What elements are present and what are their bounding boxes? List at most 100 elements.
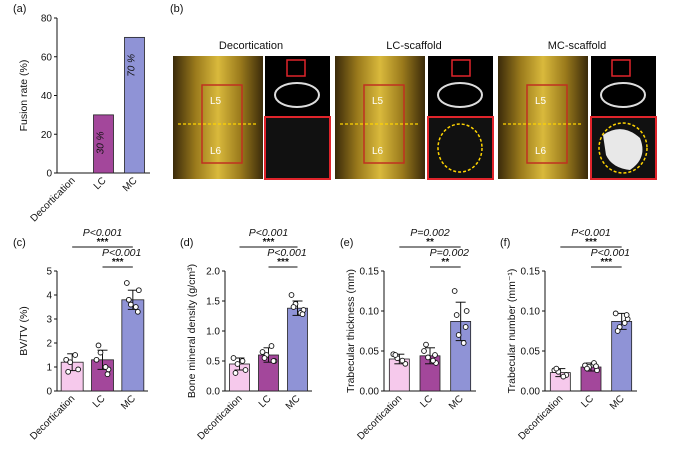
y-axis-label: Fusion rate (%) — [18, 60, 30, 132]
data-point — [290, 304, 297, 310]
data-point — [623, 312, 630, 318]
data-point — [127, 301, 134, 308]
y-axis-label: BV/TV (%) — [18, 306, 30, 356]
bar-mc — [287, 307, 308, 392]
significance-stars: ** — [426, 237, 434, 248]
significance-stars: *** — [263, 237, 275, 248]
bar-lc — [93, 114, 114, 174]
data-point — [242, 367, 249, 373]
x-tick-label: LC — [579, 393, 596, 410]
vertebra-label-l5: L5 — [372, 96, 384, 107]
x-tick-label: Decortication — [355, 393, 404, 442]
data-point — [270, 358, 277, 364]
data-point — [432, 352, 438, 358]
data-point — [102, 364, 109, 370]
data-point — [423, 341, 429, 348]
fusion-roi-l5-l6 — [201, 84, 243, 164]
data-point — [261, 355, 268, 361]
y-tick-label: 0.0 — [206, 387, 220, 398]
bar-mc — [611, 320, 633, 392]
data-point — [614, 328, 621, 334]
y-tick-label: 0.10 — [360, 307, 380, 318]
x-tick-label: LC — [257, 393, 274, 410]
y-tick-label: 0.15 — [521, 267, 541, 278]
y-tick-label: 2.0 — [206, 267, 220, 278]
p-value-label: P<0.001 — [571, 227, 610, 239]
data-point — [421, 348, 427, 354]
x-tick-label: MC — [447, 393, 466, 412]
bar-value-label: 70 % — [127, 54, 138, 77]
p-value-label: P<0.001 — [83, 227, 122, 239]
data-point — [75, 366, 82, 373]
panel-label-d: (d) — [180, 237, 193, 249]
data-point — [63, 356, 70, 363]
data-point — [134, 308, 141, 315]
y-tick-label: 0 — [46, 169, 52, 180]
y-tick-label: 40 — [41, 91, 53, 102]
data-point — [93, 356, 100, 363]
significance-stars: *** — [600, 257, 612, 268]
data-point — [239, 358, 246, 364]
y-tick-label: 1 — [46, 363, 52, 374]
data-point — [299, 311, 306, 318]
data-point — [451, 288, 458, 294]
y-tick-label: 0.5 — [206, 357, 220, 368]
column-title-mc-scaffold: MC-scaffold — [548, 40, 606, 52]
spine-render — [498, 56, 588, 179]
x-tick-label: Decortication — [29, 175, 78, 224]
data-point — [97, 349, 104, 356]
y-tick-label: 2 — [46, 339, 52, 350]
data-point — [462, 324, 469, 330]
x-tick-label: LC — [418, 393, 435, 410]
y-tick-label: 0.00 — [521, 387, 541, 398]
significance-stars: *** — [277, 257, 289, 268]
x-tick-label: Decortication — [196, 393, 245, 442]
roi-box — [611, 59, 631, 77]
y-tick-label: 80 — [41, 14, 53, 25]
y-tick-label: 0.00 — [360, 387, 380, 398]
data-point — [463, 308, 470, 314]
scaffold-outline — [437, 123, 483, 173]
data-point — [621, 320, 628, 326]
panel-label-a: (a) — [13, 3, 26, 15]
data-point — [430, 357, 436, 364]
charts: 0 20 40 60 80 Fusion rate (%) Decortication LC 3… — [18, 14, 637, 442]
x-tick-label: MC — [119, 393, 138, 412]
bone-mass — [603, 129, 643, 170]
p-value-label: P<0.001 — [102, 247, 141, 259]
data-point — [560, 373, 567, 380]
panel-label-c: (c) — [13, 237, 26, 249]
x-tick-label: LC — [92, 175, 109, 192]
y-axis-label: Trabecular number (mm⁻¹) — [506, 269, 518, 394]
vertebra-label-l6: L6 — [535, 146, 547, 157]
data-point — [135, 287, 142, 294]
data-point — [584, 365, 590, 372]
column-title-lc-scaffold: LC-scaffold — [386, 40, 441, 52]
p-value-label: P<0.001 — [267, 247, 306, 259]
data-point — [268, 343, 275, 349]
y-axis-label: Trabecular thickness (mm) — [345, 269, 357, 393]
x-tick-label: MC — [608, 393, 627, 412]
data-point — [72, 352, 79, 358]
vertebra-outline — [437, 82, 483, 108]
y-tick-label: 0.10 — [521, 307, 541, 318]
y-tick-label: 3 — [46, 315, 52, 326]
bar-mc — [124, 36, 145, 174]
zoom-border — [264, 116, 331, 180]
vertebra-label-l5: L5 — [535, 96, 547, 107]
y-tick-label: 20 — [41, 130, 53, 141]
panel-label-b: (b) — [170, 3, 183, 15]
column-title-decortication: Decortication — [219, 40, 283, 52]
spine-render — [335, 56, 425, 179]
ct-zoom-view — [265, 117, 330, 179]
vertebra-outline — [600, 82, 646, 108]
y-tick-label: 60 — [41, 52, 53, 63]
significance-stars: *** — [585, 237, 597, 248]
y-tick-label: 0.05 — [360, 347, 380, 358]
data-point — [125, 296, 132, 303]
chart-a: 0 20 40 60 80 Fusion rate (%) Decortication LC 3… — [18, 14, 150, 224]
chart-d: 0.0 0.5 1.0 1.5 2.0 Bone mineral density (g/c… — [186, 227, 312, 442]
panel-label-e: (e) — [340, 237, 353, 249]
